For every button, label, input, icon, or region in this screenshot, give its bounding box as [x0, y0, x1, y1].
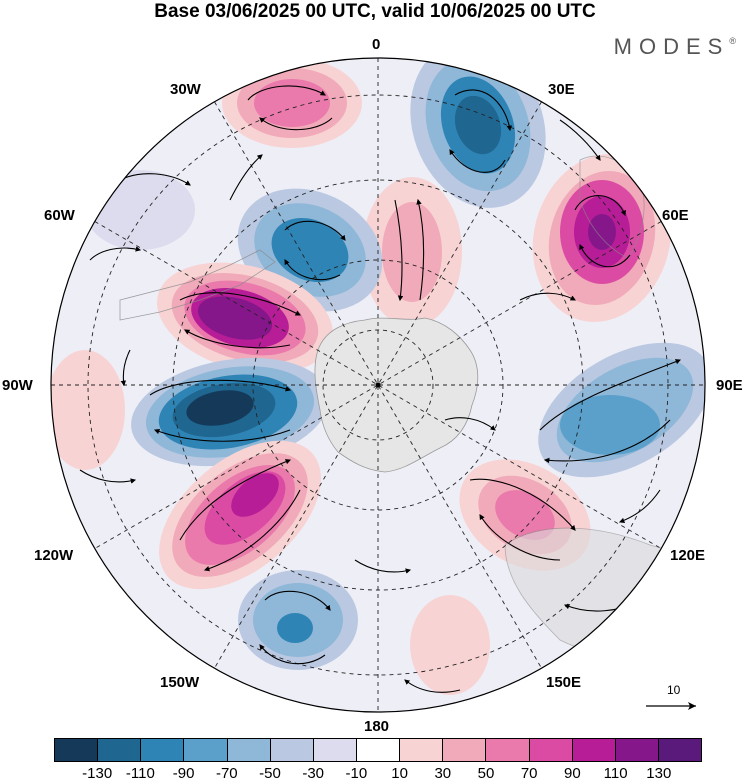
colorbar-tick-label: 130 [646, 765, 672, 782]
polar-map [50, 57, 706, 713]
colorbar-cell [270, 739, 314, 761]
colorbar-tick-label: 50 [477, 765, 495, 782]
colorbar-tick-label: 90 [564, 765, 581, 782]
colorbar-tick-label: 110 [603, 765, 628, 782]
map-border [50, 57, 706, 713]
colorbar-tick-label: 30 [434, 765, 452, 782]
colorbar-cell [313, 739, 357, 761]
reference-vector-value: 10 [667, 683, 681, 697]
lon-label-180: 180 [364, 718, 390, 735]
colorbar-cell [141, 739, 185, 761]
lon-label-60e: 60E [662, 207, 689, 224]
lon-label-150w: 150W [160, 674, 200, 691]
colorbar [54, 738, 702, 762]
colorbar-tick-label: 70 [520, 765, 538, 782]
lon-label-90e: 90E [716, 377, 743, 394]
colorbar-cell [529, 739, 573, 761]
map-title: Base 03/06/2025 00 UTC, valid 10/06/2025… [154, 1, 596, 22]
lon-label-90w: 90W [2, 377, 33, 394]
lon-label-120e: 120E [670, 547, 706, 564]
colorbar-cell [356, 739, 401, 761]
colorbar-cell [400, 739, 444, 761]
colorbar-tick-label: -90 [172, 765, 195, 782]
colorbar-tick-label: -10 [345, 765, 368, 782]
colorbar-cell [615, 739, 659, 761]
wind-vectors [79, 85, 682, 693]
colorbar-tick-label: -70 [215, 765, 238, 782]
colorbar-cell [227, 739, 271, 761]
lon-label-150e: 150E [546, 674, 582, 691]
lon-label-30w: 30W [170, 81, 201, 98]
lon-label-30e: 30E [548, 81, 575, 98]
graticule [51, 58, 705, 712]
colorbar-tick-label: -110 [125, 765, 155, 782]
modes-logo: MODES® [613, 34, 736, 59]
south-pole-marker [375, 382, 381, 388]
colorbar-cell [658, 739, 702, 761]
lon-label-120w: 120W [34, 547, 74, 564]
reference-arrow-icon [646, 702, 696, 710]
colorbar-tick-label: -30 [302, 765, 325, 782]
lon-label-60w: 60W [44, 207, 75, 224]
colorbar-cell [184, 739, 228, 761]
antarctica-land [314, 317, 479, 473]
colorbar-ticks: -130 -110 -90 -70 -50 -30 -10 10 30 50 70 90 110 130 [54, 765, 702, 783]
colorbar-tick-label: 10 [391, 765, 408, 782]
reference-vector: 10 [644, 683, 704, 713]
colorbar-tick-label: -50 [259, 765, 281, 782]
colorbar-tick-label: -130 [82, 765, 113, 782]
colorbar-cell [98, 739, 142, 761]
colorbar-cell [486, 739, 530, 761]
colorbar-cell [572, 739, 616, 761]
colorbar-cell [443, 739, 487, 761]
colorbar-cell [55, 739, 99, 761]
lon-label-0: 0 [372, 36, 381, 53]
south-america-land [119, 249, 276, 321]
